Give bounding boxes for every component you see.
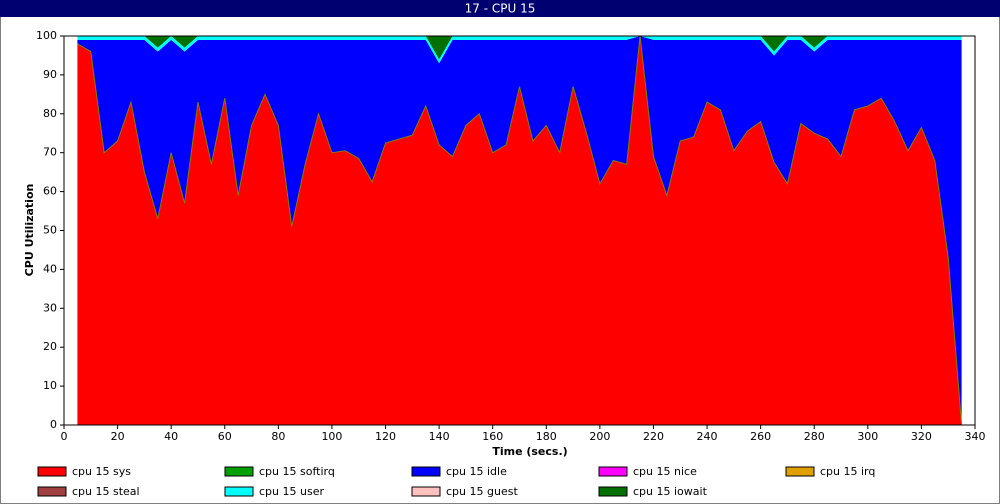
x-tick-label: 200 [589, 430, 610, 443]
x-tick-label: 180 [536, 430, 557, 443]
x-tick-label: 300 [857, 430, 878, 443]
legend-label: cpu 15 user [259, 485, 324, 498]
legend-swatch [598, 466, 628, 477]
legend-swatch [785, 466, 815, 477]
y-tick-label: 30 [43, 301, 57, 314]
y-tick-label: 70 [43, 146, 57, 159]
x-tick-label: 0 [61, 430, 68, 443]
legend-label: cpu 15 irq [820, 465, 875, 478]
x-tick-label: 340 [965, 430, 986, 443]
legend-label: cpu 15 steal [72, 485, 140, 498]
y-tick-label: 50 [43, 224, 57, 237]
plot-border [63, 35, 976, 426]
x-tick-label: 60 [218, 430, 232, 443]
legend-label: cpu 15 idle [446, 465, 507, 478]
area [77, 36, 962, 64]
legend-label: cpu 15 nice [633, 465, 697, 478]
legend-label: cpu 15 softirq [259, 465, 335, 478]
legend-label: cpu 15 guest [446, 485, 518, 498]
area [77, 36, 962, 60]
y-tick-label: 0 [50, 418, 57, 431]
legend-swatch [411, 466, 441, 477]
x-tick-label: 100 [321, 430, 342, 443]
legend-swatch [224, 486, 254, 497]
x-tick-label: 160 [482, 430, 503, 443]
x-tick-label: 20 [111, 430, 125, 443]
legend-label: cpu 15 iowait [633, 485, 708, 498]
legend-swatch [598, 486, 628, 497]
sys-line [77, 35, 963, 426]
title-bar [0, 0, 1000, 17]
y-tick-label: 100 [36, 29, 57, 42]
x-tick-label: 320 [911, 430, 932, 443]
legend-swatch [224, 466, 254, 477]
x-tick-label: 260 [750, 430, 771, 443]
legend-label: cpu 15 sys [72, 465, 131, 478]
chart-title: 17 - CPU 15 [465, 2, 536, 16]
legend-swatch [37, 486, 67, 497]
y-tick-label: 40 [43, 262, 57, 275]
y-axis-label: CPU Utilization [23, 184, 36, 277]
y-tick-label: 20 [43, 340, 57, 353]
legend-swatch [37, 466, 67, 477]
x-tick-label: 40 [164, 430, 178, 443]
x-tick-label: 140 [429, 430, 450, 443]
legend-swatch [411, 486, 441, 497]
x-axis-label: Time (secs.) [492, 445, 567, 458]
x-tick-label: 220 [643, 430, 664, 443]
x-tick-label: 120 [375, 430, 396, 443]
x-tick-label: 280 [804, 430, 825, 443]
x-tick-label: 240 [697, 430, 718, 443]
area [77, 36, 962, 425]
y-tick-label: 90 [43, 68, 57, 81]
area [77, 36, 962, 425]
x-tick-label: 80 [271, 430, 285, 443]
y-tick-label: 10 [43, 379, 57, 392]
y-tick-label: 80 [43, 107, 57, 120]
y-tick-label: 60 [43, 185, 57, 198]
